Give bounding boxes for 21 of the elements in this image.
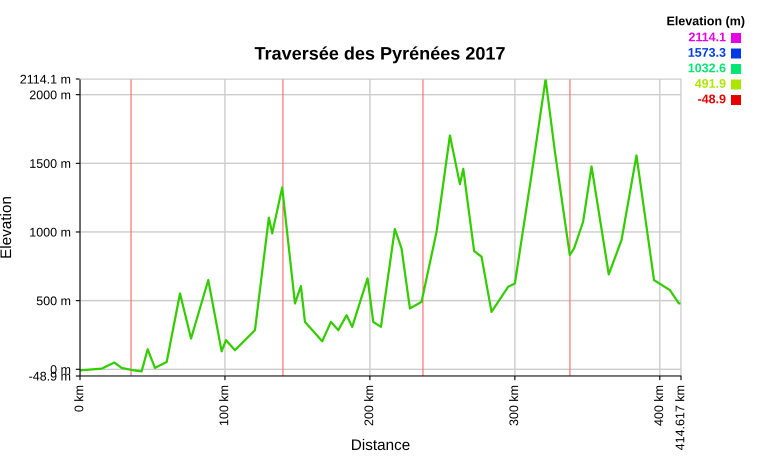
chart-title: Traversée des Pyrénées 2017 (254, 46, 505, 64)
y-tick-label: 2114.1 m (20, 74, 70, 84)
y-tick-label: 0 m (50, 365, 70, 374)
legend-title: Elevation (m) (667, 16, 744, 28)
y-tick-label: 2000 m (30, 90, 70, 100)
x-tick-label: 200 km (364, 386, 374, 426)
y-tick-label: 500 m (36, 296, 70, 306)
x-tick-label: 100 km (219, 386, 228, 426)
x-tick-label: 400 km (654, 386, 664, 426)
y-axis-title: Elevation (0, 197, 12, 258)
text: 2114.1 (688, 32, 726, 42)
text: 1573.3 (688, 48, 726, 57)
text: 1032.6 (688, 64, 726, 72)
x-axis-title: Distance (352, 438, 410, 450)
text: -48.9 (698, 94, 726, 104)
y-tick-label: 1000 m (30, 228, 70, 237)
text: 491.9 (694, 79, 726, 88)
x-tick-label: 414.617 km (675, 386, 684, 450)
x-tick-label: 0 km (74, 386, 84, 412)
x-tick-label: 300 km (509, 386, 518, 426)
y-tick-label: 1500 m (30, 159, 70, 168)
